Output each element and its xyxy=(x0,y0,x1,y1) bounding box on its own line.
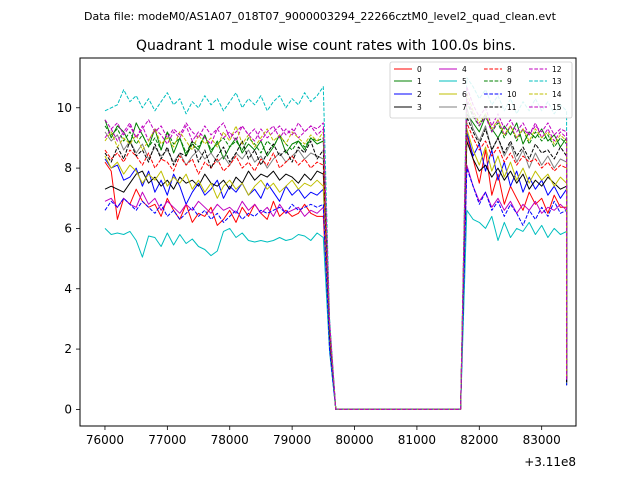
legend-label-14: 14 xyxy=(552,90,562,99)
series-layer xyxy=(104,77,568,410)
x-tick-label: 79000 xyxy=(273,433,311,447)
legend-label-0: 0 xyxy=(417,65,422,74)
series-line-2 xyxy=(104,131,568,410)
legend-label-8: 8 xyxy=(507,65,512,74)
chart-title: Quadrant 1 module wise count rates with … xyxy=(136,38,516,54)
legend-label-13: 13 xyxy=(552,77,562,86)
legend-label-10: 10 xyxy=(507,90,517,99)
legend-frame xyxy=(389,61,573,119)
y-tick-label: 2 xyxy=(64,342,72,356)
y-tick-label: 8 xyxy=(64,161,72,175)
y-axis-ticks: 0 2 4 6 8 10 xyxy=(57,101,80,416)
series-line-7 xyxy=(104,107,568,410)
legend-label-7: 7 xyxy=(462,103,467,112)
x-tick-label: 83000 xyxy=(523,433,561,447)
x-tick-label: 76000 xyxy=(86,433,124,447)
y-tick-label: 4 xyxy=(64,282,72,296)
x-tick-label: 78000 xyxy=(211,433,249,447)
x-axis-ticks: 76000 77000 78000 79000 80000 81000 82000 83000 xyxy=(86,426,561,447)
legend-label-2: 2 xyxy=(417,90,422,99)
legend-label-4: 4 xyxy=(462,65,467,74)
axes-frame xyxy=(79,57,577,427)
legend-label-15: 15 xyxy=(552,103,562,112)
series-line-12 xyxy=(104,98,568,410)
x-tick-label: 77000 xyxy=(148,433,186,447)
legend-label-12: 12 xyxy=(552,65,562,74)
series-line-8 xyxy=(104,122,568,410)
series-line-6 xyxy=(104,128,568,410)
y-tick-label: 0 xyxy=(64,402,72,416)
series-line-3 xyxy=(104,140,568,410)
x-axis-offset-label: +3.11e8 xyxy=(524,455,576,469)
series-line-5 xyxy=(104,209,568,410)
legend-label-11: 11 xyxy=(507,103,517,112)
chart-suptitle: Data file: modeM0/AS1A07_018T07_90000032… xyxy=(84,10,557,23)
x-tick-label: 82000 xyxy=(460,433,498,447)
x-tick-label: 81000 xyxy=(398,433,436,447)
legend-label-6: 6 xyxy=(462,90,467,99)
series-line-15 xyxy=(104,86,568,410)
legend-label-9: 9 xyxy=(507,77,512,86)
y-tick-label: 6 xyxy=(64,221,72,235)
y-tick-label: 10 xyxy=(57,101,72,115)
x-tick-label: 80000 xyxy=(335,433,373,447)
legend-label-3: 3 xyxy=(417,103,422,112)
series-line-10 xyxy=(104,167,568,410)
plot-area: 76000 77000 78000 79000 80000 81000 82000 83000… xyxy=(57,57,577,469)
legend-label-1: 1 xyxy=(417,77,422,86)
legend-label-5: 5 xyxy=(462,77,467,86)
